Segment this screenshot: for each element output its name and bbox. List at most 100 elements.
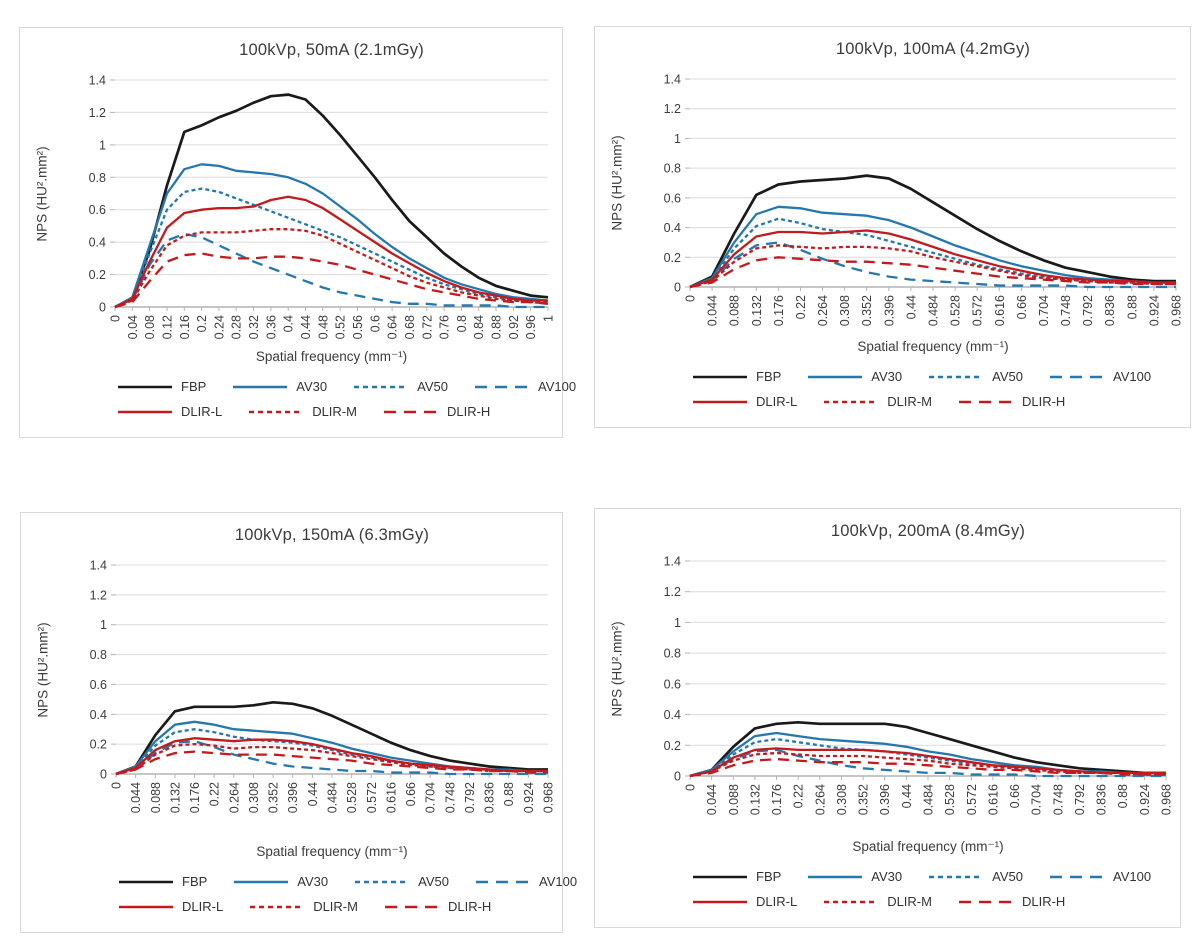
x-tick-label: 0.08 [143, 315, 157, 339]
y-tick-label: 0.8 [664, 647, 681, 661]
legend-item-AV100: AV100 [1049, 869, 1151, 884]
series-AV50 [689, 217, 1176, 289]
y-tick-label: 1 [99, 138, 106, 152]
series-DLIR-H [114, 252, 549, 309]
chart-panel-150ma: 100kVp, 150mA (6.3mGy) 0 0.2 0.4 0.6 0.8 1 1.2… [20, 512, 577, 933]
legend: FBP AV30 AV50 AV100 DLIR-L DLIR-M DLIR-H [118, 872, 577, 922]
legend-label-DLIR-H: DLIR-H [1021, 894, 1066, 909]
x-tick-label: 0.132 [748, 784, 762, 815]
y-tick-label: 1 [674, 132, 681, 146]
x-tick-label: 0.2 [195, 315, 209, 332]
legend-label-FBP: FBP [181, 379, 207, 394]
legend-line-DLIR-M [249, 410, 304, 413]
series-DLIR-L [115, 737, 548, 776]
series-DLIR-L [689, 229, 1176, 289]
legend-label-DLIR-H: DLIR-H [446, 404, 491, 419]
x-tick-label: 0.572 [971, 295, 985, 326]
series-DLIR-H [689, 256, 1176, 289]
x-tick-label: 0.836 [483, 782, 497, 813]
legend-label-AV100: AV100 [537, 379, 577, 394]
x-tick-label: 0.484 [922, 784, 936, 815]
x-tick-label: 0.528 [949, 295, 963, 326]
x-tick-label: 0.792 [1081, 295, 1095, 326]
y-tick-label: 0.4 [90, 708, 107, 722]
y-tick-label: 0.4 [89, 236, 106, 250]
legend-item-AV100: AV100 [474, 379, 576, 394]
x-tick-label: 0.56 [351, 315, 365, 339]
legend: FBP AV30 AV50 AV100 DLIR-L DLIR-M DLIR-H [692, 867, 1170, 917]
legend-line-DLIR-M [824, 900, 879, 903]
x-tick-label: 0.044 [706, 295, 720, 326]
legend-line-AV100 [475, 880, 530, 883]
x-tick-label: 1 [542, 315, 556, 322]
legend-item-AV100: AV100 [1049, 369, 1151, 384]
legend-row: FBP AV30 AV50 AV100 [692, 367, 1180, 386]
x-tick-label: 0.76 [438, 315, 452, 339]
x-tick-label: 0.484 [927, 295, 941, 326]
y-tick-label: 0 [100, 768, 107, 782]
x-tick-label: 0.96 [524, 315, 538, 339]
legend: FBP AV30 AV50 AV100 DLIR-L DLIR-M DLIR-H [117, 377, 576, 427]
x-tick-label: 0.52 [334, 315, 348, 339]
legend-item-AV50: AV50 [354, 874, 449, 889]
legend-item-AV50: AV50 [928, 869, 1023, 884]
x-tick-label: 0.44 [299, 315, 313, 339]
x-tick-label: 0 [110, 782, 124, 789]
y-axis-title: NPS (HU².mm²) [609, 620, 625, 717]
y-tick-label: 0 [674, 770, 681, 784]
x-tick-label: 0.088 [149, 782, 163, 813]
legend-item-DLIR-M: DLIR-M [249, 899, 358, 914]
x-tick-label: 0.484 [326, 782, 340, 813]
series-AV100 [115, 740, 548, 776]
x-tick-label: 0.44 [904, 295, 918, 319]
legend-label-AV100: AV100 [1112, 369, 1152, 384]
x-tick-label: 0 [109, 315, 123, 322]
legend-item-DLIR-H: DLIR-H [958, 894, 1065, 909]
legend-line-AV30 [808, 375, 863, 378]
x-tick-label: 0.88 [1116, 784, 1130, 808]
x-tick-label: 0.616 [986, 784, 1000, 815]
y-tick-label: 0 [99, 301, 106, 315]
plot-area: 0 0.2 0.4 0.6 0.8 1 1.2 1.4 0 0.044 0.088 0.132 0.17… [90, 559, 556, 814]
legend-item-AV100: AV100 [475, 874, 577, 889]
x-tick-label: 0.704 [1037, 295, 1051, 326]
legend-label-DLIR-M: DLIR-M [312, 404, 357, 419]
series-FBP [689, 720, 1166, 778]
x-tick-label: 0.968 [542, 782, 556, 813]
legend-item-DLIR-H: DLIR-H [958, 394, 1065, 409]
x-tick-label: 0.352 [267, 782, 281, 813]
legend: FBP AV30 AV50 AV100 DLIR-L DLIR-M DLIR-H [692, 367, 1180, 417]
x-tick-label: 0.132 [750, 295, 764, 326]
legend-line-AV100 [474, 385, 529, 388]
legend-line-FBP [119, 880, 173, 883]
legend-label-AV30: AV30 [871, 869, 903, 884]
legend-row: FBP AV30 AV50 AV100 [117, 377, 576, 396]
legend-label-AV100: AV100 [1112, 869, 1152, 884]
x-tick-label: 0.16 [178, 315, 192, 339]
y-tick-label: 0.8 [89, 171, 106, 185]
x-axis-title: Spatial frequency (mm⁻¹) [857, 339, 1009, 354]
legend-item-DLIR-L: DLIR-L [692, 894, 797, 909]
x-tick-label: 0.088 [728, 295, 742, 326]
x-tick-label: 0.66 [1008, 784, 1022, 808]
series-AV30 [114, 163, 549, 309]
x-tick-label: 0.792 [463, 782, 477, 813]
legend-line-DLIR-H [383, 410, 438, 413]
x-tick-label: 0.528 [943, 784, 957, 815]
series-FBP [114, 93, 549, 309]
x-axis-title: Spatial frequency (mm⁻¹) [256, 844, 408, 859]
legend-item-AV30: AV30 [807, 369, 902, 384]
series-DLIR-M [115, 742, 548, 776]
x-tick-label: 0.92 [507, 315, 521, 339]
y-tick-label: 0.2 [664, 739, 681, 753]
x-tick-label: 0.352 [857, 784, 871, 815]
y-tick-label: 1.2 [664, 102, 681, 116]
series-DLIR-L [114, 195, 548, 309]
x-tick-label: 0.84 [472, 315, 486, 339]
legend-item-DLIR-H: DLIR-H [383, 404, 490, 419]
x-tick-label: 0.68 [403, 315, 417, 339]
legend-label-AV30: AV30 [871, 369, 903, 384]
legend-item-AV30: AV30 [232, 379, 327, 394]
legend-line-FBP [118, 385, 172, 388]
legend-line-DLIR-H [958, 900, 1013, 903]
